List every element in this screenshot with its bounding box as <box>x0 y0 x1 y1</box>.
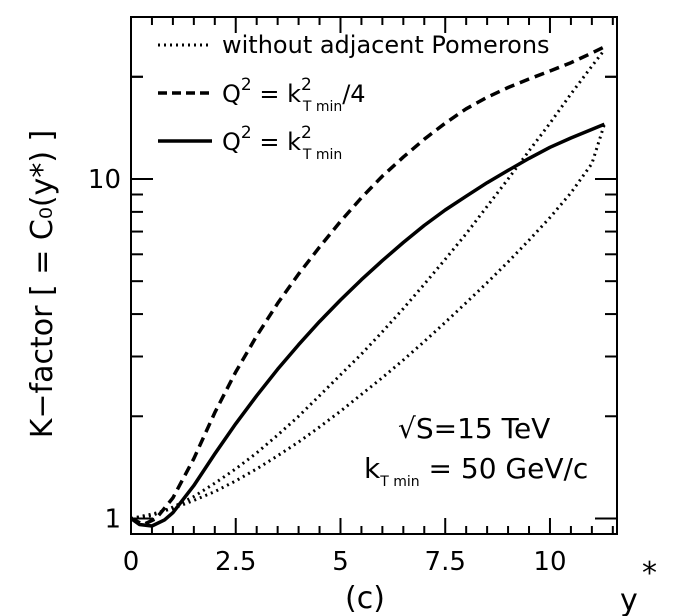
y-tick-label: 1 <box>104 504 121 534</box>
plot-frame <box>130 16 618 535</box>
x-tick-label: 7.5 <box>425 547 466 577</box>
y-axis-label: K−factor [ = C₀(y*) ] <box>25 130 60 439</box>
legend: without adjacent Pomerons Q2 = k2 T min/4… <box>158 31 550 163</box>
x-axis-label-star: * <box>642 556 657 591</box>
svg-text:kT min = 50 GeV/c: kT min = 50 GeV/c <box>364 452 588 490</box>
x-tick-label: 2.5 <box>215 547 256 577</box>
svg-text:Q2 = k2T min: Q2 = k2 T min <box>222 123 342 163</box>
series-line-dotted-3 <box>130 123 606 520</box>
svg-text:Q2 = k2T min/4: Q2 = k2 T min/4 <box>222 75 366 115</box>
legend-label-solid: Q2 = k2 T min <box>222 123 342 163</box>
x-tick-label: 0 <box>123 547 140 577</box>
x-axis-title: y * <box>620 556 657 616</box>
annotation-energy: √S=15 TeV <box>398 412 550 445</box>
x-axis-label-y: y <box>620 583 638 616</box>
curves-layer <box>129 45 606 528</box>
x-tick-label: 5 <box>332 547 349 577</box>
legend-label-dashed: Q2 = k2 T min/4 <box>222 75 366 115</box>
tick-labels-layer: 0 2.5 5 7.5 10 1 10 <box>88 165 567 577</box>
y-tick-label: 10 <box>88 165 121 195</box>
ticks-layer <box>130 16 617 534</box>
series-line-solid-1 <box>129 122 606 528</box>
legend-label-dotted: without adjacent Pomerons <box>222 31 550 59</box>
panel-label: (c) <box>345 581 385 616</box>
svg-text:√S=15 TeV: √S=15 TeV <box>398 412 550 445</box>
series-line-dotted-2 <box>130 48 606 520</box>
annotation-ktmin: kT min = 50 GeV/c <box>364 452 588 490</box>
x-tick-label: 10 <box>533 547 566 577</box>
series-line-dashed-0 <box>130 45 606 527</box>
